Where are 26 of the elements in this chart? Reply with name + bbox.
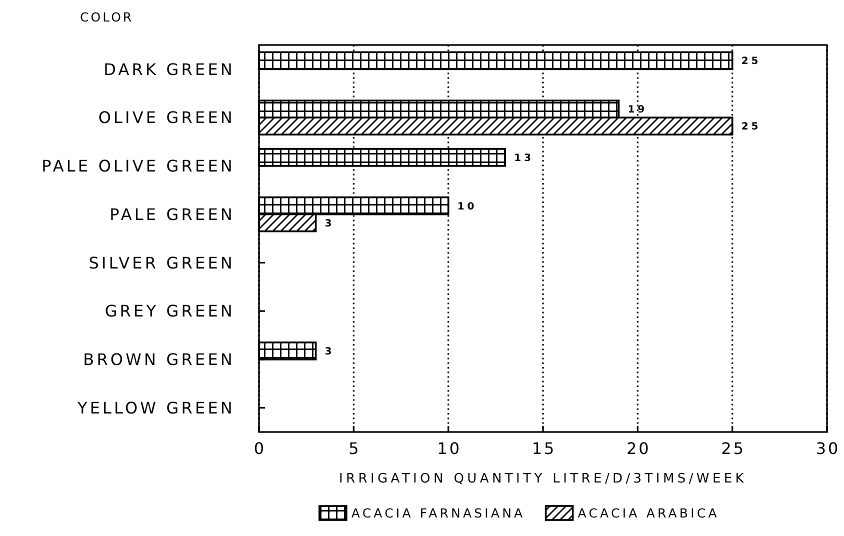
data-label: 19 <box>628 104 648 116</box>
y-tick-label: YELLOW GREEN <box>76 398 235 418</box>
legend-label: ACACIA FARNASIANA <box>351 505 526 520</box>
data-label: 10 <box>457 201 478 212</box>
y-tick-label: PALE GREEN <box>110 204 235 224</box>
x-tick-label: 20 <box>626 439 651 458</box>
x-tick-label: 25 <box>721 439 746 458</box>
y-tick-label: BROWN GREEN <box>83 350 235 370</box>
x-axis-title: IRRIGATION QUANTITY LITRE/D/3TIMS/WEEK <box>338 472 748 487</box>
x-tick-label: 15 <box>532 439 556 458</box>
x-tick-label: 30 <box>816 439 840 458</box>
y-tick-label: OLIVE GREEN <box>98 108 235 128</box>
y-tick-label: SILVER GREEN <box>88 253 235 272</box>
x-tick-label: 5 <box>348 439 361 458</box>
data-label: 3 <box>324 346 335 358</box>
data-label: 25 <box>741 56 762 68</box>
y-tick-label: DARK GREEN <box>104 60 235 79</box>
y-axis-title: COLOR <box>80 9 134 24</box>
data-label: 13 <box>514 152 534 164</box>
data-label: 3 <box>324 218 335 230</box>
legend-label: ACACIA ARABICA <box>578 505 720 520</box>
y-tick-label: PALE OLIVE GREEN <box>42 156 235 176</box>
x-tick-label: 0 <box>254 439 266 458</box>
y-tick-label: GREY GREEN <box>104 302 235 321</box>
data-label: 25 <box>741 122 762 133</box>
x-tick-label: 10 <box>437 439 462 458</box>
